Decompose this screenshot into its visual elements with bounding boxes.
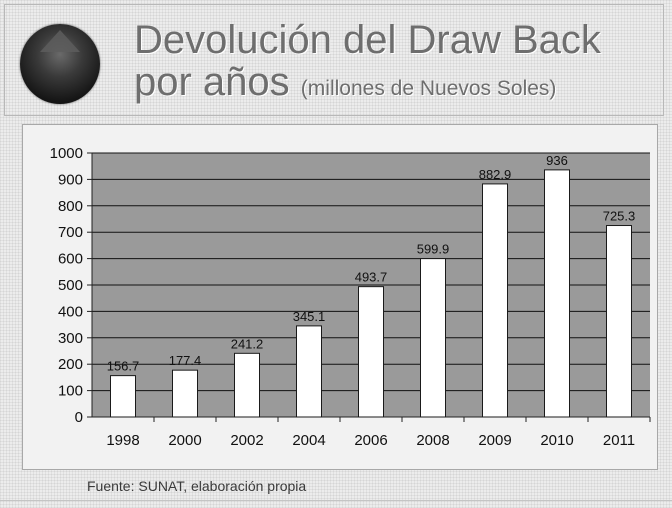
bar-value-label: 241.2	[231, 336, 264, 351]
bar-value-label: 725.3	[603, 209, 636, 224]
y-tick-label: 200	[58, 356, 83, 373]
x-category-label: 2010	[540, 432, 573, 449]
y-tick-label: 0	[75, 409, 83, 426]
y-tick-label: 300	[58, 330, 83, 347]
x-category-label: 2011	[603, 432, 635, 449]
bar	[296, 325, 322, 418]
bar-value-label: 345.1	[293, 309, 326, 324]
y-tick-label: 400	[58, 303, 83, 320]
bar	[420, 258, 446, 418]
bar-value-label: 936	[546, 153, 568, 168]
slide-title-main: por años	[134, 60, 290, 104]
y-tick-label: 900	[58, 171, 83, 188]
bar	[172, 369, 198, 418]
x-category-label: 2000	[168, 432, 201, 449]
x-category-label: 2002	[230, 432, 263, 449]
slide-title-units: (millones de Nuevos Soles)	[300, 77, 557, 100]
bar-value-label: 493.7	[355, 270, 388, 285]
slide-title-line2: por años (millones de Nuevos Soles)	[134, 62, 556, 109]
bar	[544, 169, 570, 418]
bar-value-label: 177.4	[169, 353, 202, 368]
y-tick-label: 800	[58, 198, 83, 215]
y-tick-label: 500	[58, 277, 83, 294]
bar	[606, 225, 632, 418]
header-panel	[4, 4, 664, 116]
bar-value-label: 156.7	[107, 359, 140, 374]
x-category-label: 1998	[106, 432, 139, 449]
x-category-label: 2006	[354, 432, 387, 449]
bar	[358, 286, 384, 418]
bar	[482, 183, 508, 418]
y-tick-label: 100	[58, 383, 83, 400]
bar	[110, 375, 136, 418]
bar	[234, 352, 260, 418]
slide-title-line1: Devolución del Draw Back	[134, 18, 601, 62]
x-category-label: 2009	[478, 432, 511, 449]
logo-highlight	[40, 30, 80, 52]
x-category-label: 2004	[292, 432, 325, 449]
bar-value-label: 882.9	[479, 167, 512, 182]
source-note: Fuente: SUNAT, elaboración propia	[87, 478, 307, 494]
y-tick-label: 600	[58, 251, 83, 268]
bottom-divider	[0, 500, 672, 501]
y-tick-label: 700	[58, 224, 83, 241]
bar-value-label: 599.9	[417, 242, 450, 257]
x-category-label: 2008	[416, 432, 449, 449]
y-tick-label: 1000	[50, 145, 83, 162]
